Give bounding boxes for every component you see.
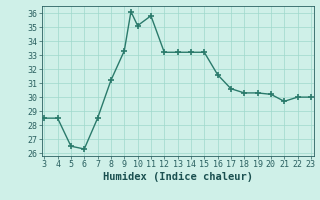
X-axis label: Humidex (Indice chaleur): Humidex (Indice chaleur) [103,172,252,182]
